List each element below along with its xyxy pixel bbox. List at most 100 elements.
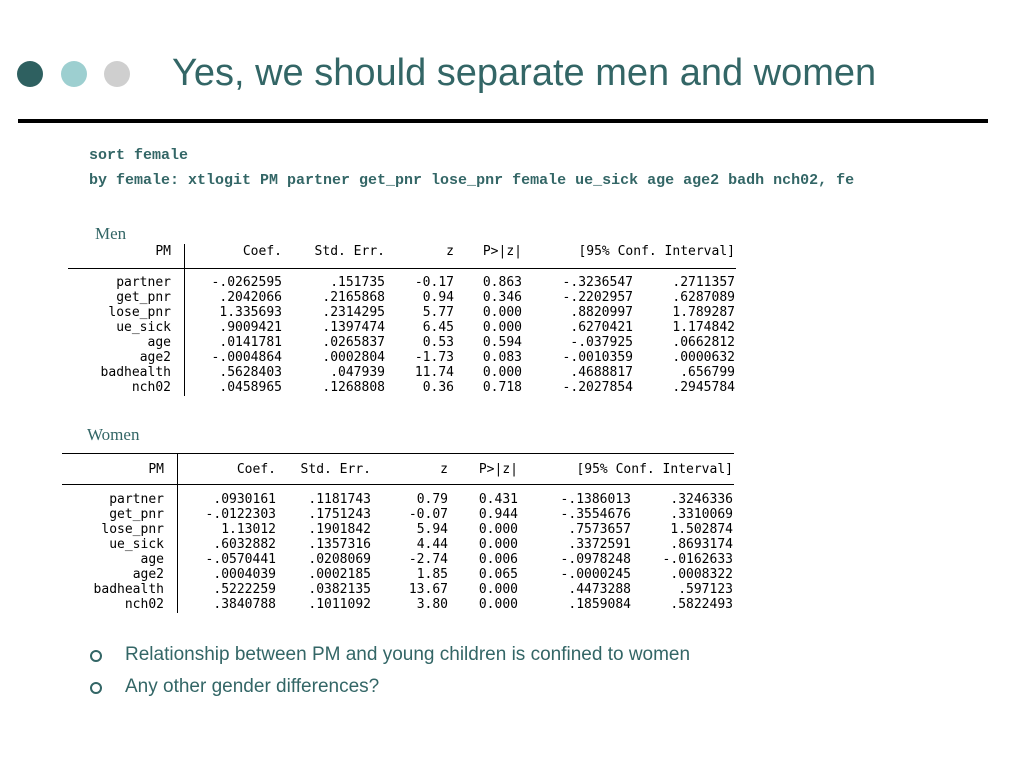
table-header-row: PM Coef. Std. Err. z P>|z| [95% Conf. Interva… — [68, 244, 736, 259]
table-cell: -0.07 — [408, 507, 448, 522]
table-cell: .0458965 — [219, 380, 282, 395]
table-cell: 0.431 — [478, 492, 518, 507]
table-cell: 1.13012 — [221, 522, 276, 537]
table-cell: .0002804 — [322, 350, 385, 365]
table-row: nch02 .3840788 .1011092 3.80 0.000 .1859084 .5… — [62, 597, 734, 612]
table-cell: .1268808 — [322, 380, 385, 395]
table-cell: .2314295 — [322, 305, 385, 320]
table-cell: 1.502874 — [670, 522, 733, 537]
table-cell: -.2202957 — [562, 290, 633, 305]
table-cell: .3372591 — [568, 537, 631, 552]
table-cell: 0.94 — [422, 290, 454, 305]
table-cell: 0.863 — [482, 275, 522, 290]
table-cell: .0265837 — [322, 335, 385, 350]
table-cell: .8820997 — [570, 305, 633, 320]
table-cell: -.0162633 — [662, 552, 733, 567]
table-cell: .1357316 — [308, 537, 371, 552]
table-cell: .0930161 — [213, 492, 276, 507]
table-cell: 5.94 — [416, 522, 448, 537]
table-row-label: nch02 — [124, 597, 164, 612]
table-cell: 0.79 — [416, 492, 448, 507]
table-header-cell: Std. Err. — [314, 244, 385, 259]
table-cell: -.3554676 — [560, 507, 631, 522]
table-row: nch02 .0458965 .1268808 0.36 0.718 -.2027854.… — [68, 380, 736, 395]
table-header-cell: Coef. — [242, 244, 282, 259]
table-header-cell: z — [446, 244, 454, 259]
table-cell: .1397474 — [322, 320, 385, 335]
table-cell: .2711357 — [672, 275, 735, 290]
table-cell: 0.53 — [422, 335, 454, 350]
table-header-cell: [95% Conf. Interval] — [578, 244, 735, 259]
table-cell: 13.67 — [408, 582, 448, 597]
table-cell: .0382135 — [308, 582, 371, 597]
table-cell: 0.006 — [478, 552, 518, 567]
table-cell: -.0262595 — [211, 275, 282, 290]
table-cell: .3840788 — [213, 597, 276, 612]
table-cell: 1.335693 — [219, 305, 282, 320]
table-cell: 0.000 — [478, 522, 518, 537]
table-cell: .0002185 — [308, 567, 371, 582]
men-table-label: Men — [95, 224, 127, 243]
table-cell: 0.000 — [478, 597, 518, 612]
table-cell: 0.594 — [482, 335, 522, 350]
table-row-label: badhealth — [100, 365, 171, 380]
table-cell: 0.36 — [422, 380, 454, 395]
table-cell: 1.85 — [416, 567, 448, 582]
table-row: lose_pnr 1.13012 .1901842 5.94 0.000 .7573657… — [62, 522, 734, 537]
table-cell: .0208069 — [308, 552, 371, 567]
table-row: ue_sick .6032882 .1357316 4.44 0.000 .3372591… — [62, 537, 734, 552]
table-cell: .1011092 — [308, 597, 371, 612]
table-header-cell: z — [440, 462, 448, 477]
table-row-label: ue_sick — [109, 537, 164, 552]
table-cell: .3246336 — [670, 492, 733, 507]
table-cell: .5628403 — [219, 365, 282, 380]
table-cell: .9009421 — [219, 320, 282, 335]
bullet-circle-icon — [90, 682, 102, 694]
table-cell: .597123 — [678, 582, 733, 597]
table-row-label: age2 — [132, 567, 164, 582]
table-cell: -1.73 — [414, 350, 454, 365]
table-header-cell: Std. Err. — [300, 462, 371, 477]
table-cell: 0.000 — [482, 320, 522, 335]
table-row-label: age2 — [139, 350, 171, 365]
table-row-label: ue_sick — [116, 320, 171, 335]
table-cell: .5222259 — [213, 582, 276, 597]
table-cell: .5822493 — [670, 597, 733, 612]
table-row-label: age — [147, 335, 171, 350]
table-row: ue_sick .9009421 .1397474 6.45 0.000 .6270421… — [68, 320, 736, 335]
table-column-separator — [177, 453, 178, 613]
code-line-xtlogit: by female: xtlogit PM partner get_pnr lo… — [89, 172, 855, 189]
table-cell: 0.000 — [478, 537, 518, 552]
table-cell: .1751243 — [308, 507, 371, 522]
table-cell: 0.944 — [478, 507, 518, 522]
table-cell: .1181743 — [308, 492, 371, 507]
table-header-cell: [95% Conf. Interval] — [576, 462, 733, 477]
table-cell: -0.17 — [414, 275, 454, 290]
table-cell: 0.000 — [478, 582, 518, 597]
table-cell: 0.346 — [482, 290, 522, 305]
table-row-label: partner — [109, 492, 164, 507]
code-line-sort: sort female — [89, 147, 189, 164]
table-cell: .7573657 — [568, 522, 631, 537]
table-header-cell: P>|z| — [478, 462, 518, 477]
table-cell: .047939 — [330, 365, 385, 380]
table-cell: .656799 — [680, 365, 735, 380]
table-cell: .4473288 — [568, 582, 631, 597]
table-cell: 0.000 — [482, 305, 522, 320]
table-row: lose_pnr 1.335693 .2314295 5.77 0.000 .882099… — [68, 305, 736, 320]
table-cell: 0.718 — [482, 380, 522, 395]
table-row-label: get_pnr — [109, 507, 164, 522]
table-row-label: lose_pnr — [108, 305, 171, 320]
table-cell: .0000632 — [672, 350, 735, 365]
table-row: partner -.0262595 .151735 -0.17 0.863 -.32365… — [68, 275, 736, 290]
table-cell: 1.789287 — [672, 305, 735, 320]
table-cell: -.0010359 — [562, 350, 633, 365]
table-cell: 3.80 — [416, 597, 448, 612]
table-row-label: get_pnr — [116, 290, 171, 305]
table-cell: -.037925 — [570, 335, 633, 350]
table-cell: .3310069 — [670, 507, 733, 522]
table-cell: 1.174842 — [672, 320, 735, 335]
decorative-dot-dark — [17, 61, 43, 87]
table-header-cell: Coef. — [236, 462, 276, 477]
table-row: age2 .0004039 .0002185 1.85 0.065 -.0000245 .0… — [62, 567, 734, 582]
